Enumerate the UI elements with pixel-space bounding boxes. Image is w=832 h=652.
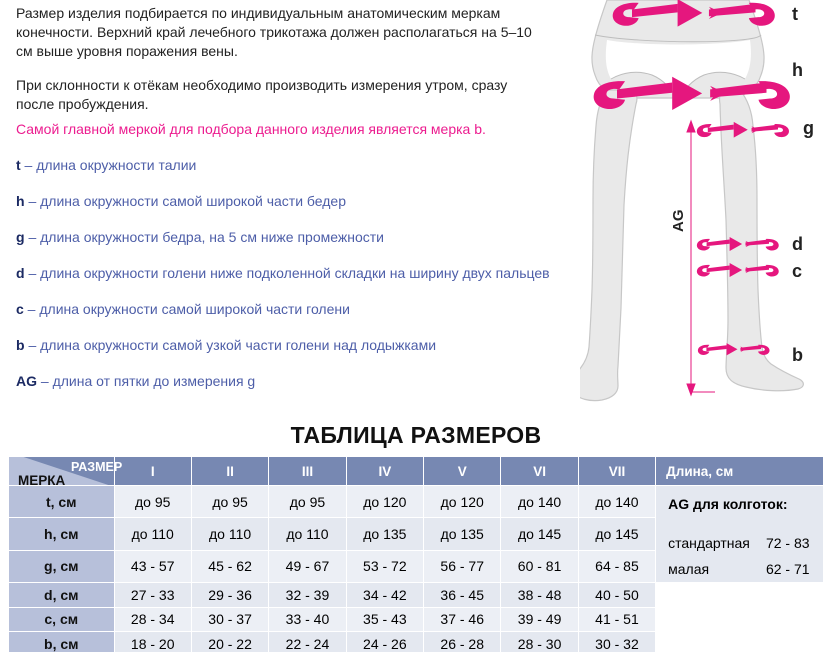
svg-text:AG: AG bbox=[670, 210, 687, 233]
